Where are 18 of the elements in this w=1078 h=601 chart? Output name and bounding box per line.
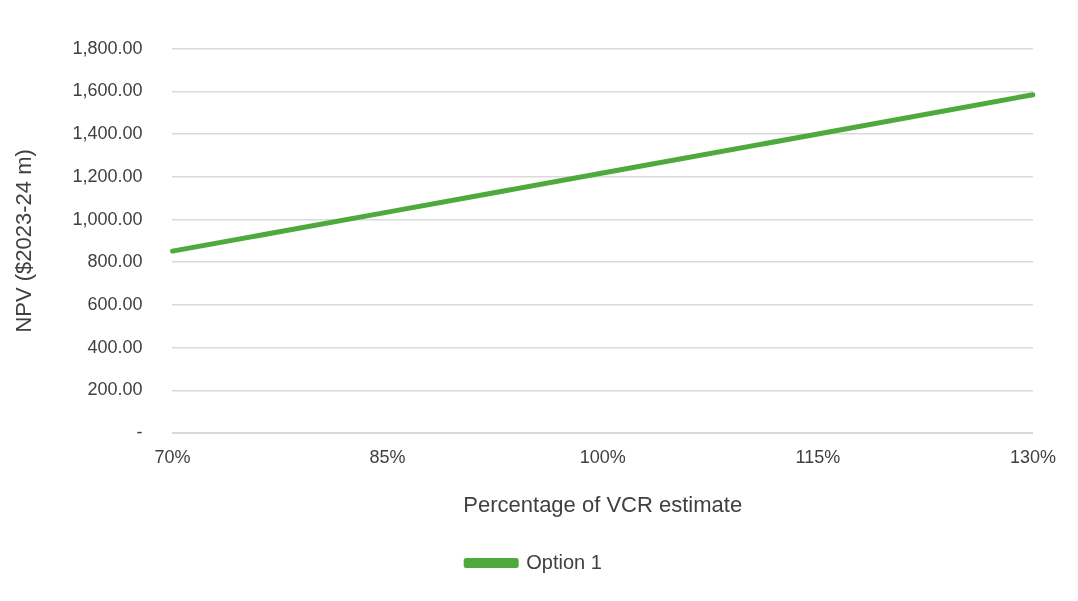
x-tick-label: 100% — [579, 446, 626, 467]
y-tick-label: 1,400.00 — [72, 123, 143, 144]
y-tick-label: 800.00 — [87, 251, 143, 272]
x-tick-label: 85% — [369, 446, 406, 467]
y-axis-title: NPV ($2023-24 m) — [11, 149, 37, 333]
legend-label: Option 1 — [526, 550, 602, 573]
x-tick-label: 70% — [154, 446, 191, 467]
y-tick-label: - — [136, 421, 143, 442]
y-tick-label: 1,200.00 — [72, 165, 143, 186]
x-tick-label: 115% — [795, 446, 841, 467]
y-tick-label: 1,000.00 — [72, 208, 143, 229]
x-axis-title: Percentage of VCR estimate — [463, 491, 743, 517]
y-tick-label: 1,600.00 — [72, 80, 143, 101]
y-tick-label: 400.00 — [87, 336, 143, 357]
x-tick-label: 130% — [1009, 446, 1056, 467]
y-tick-label: 200.00 — [87, 379, 143, 400]
y-tick-label: 600.00 — [87, 293, 143, 314]
y-tick-label: 1,800.00 — [72, 37, 143, 58]
